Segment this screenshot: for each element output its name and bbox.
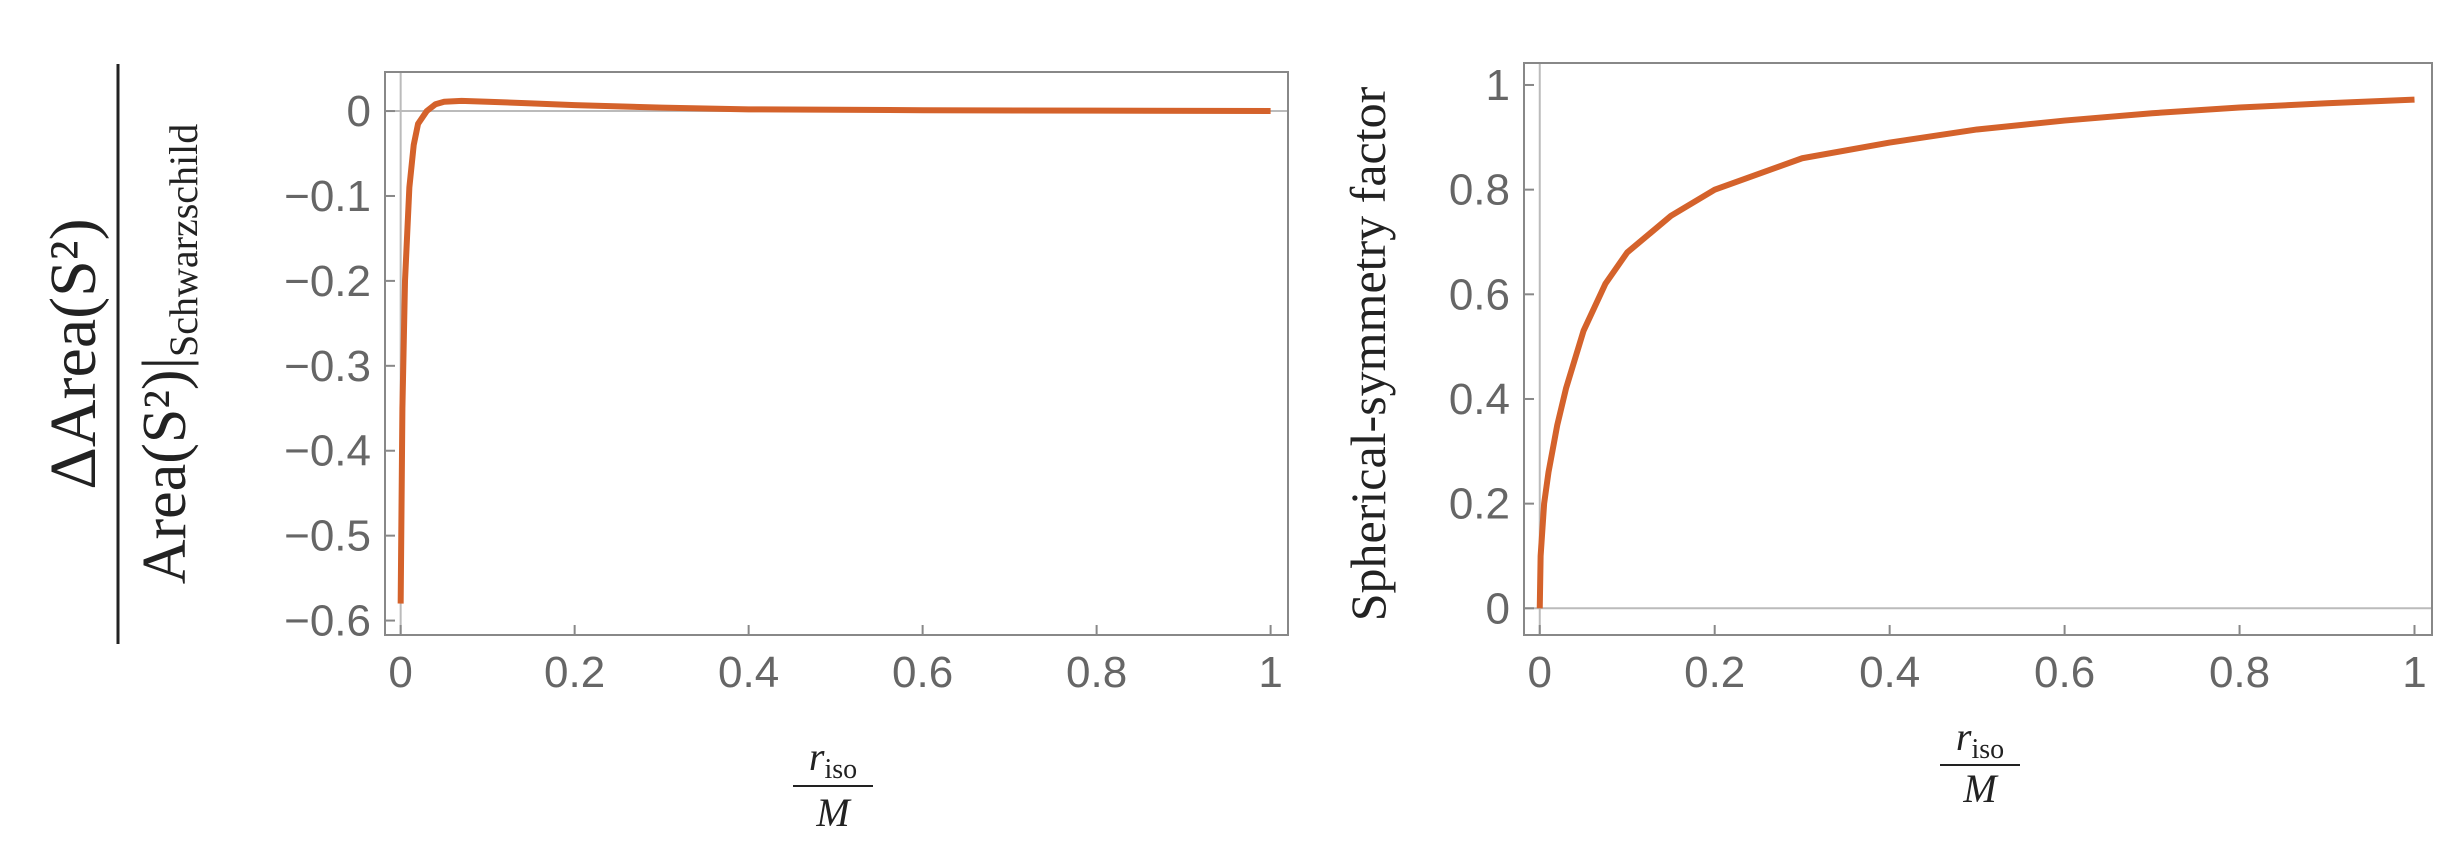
y-tick-label: −0.2 <box>284 257 371 306</box>
x-tick-label: 0.2 <box>1684 648 1745 697</box>
x-label-denominator: M <box>815 790 852 835</box>
x-tick-label: 0.2 <box>544 648 605 697</box>
x-tick-label: 0.8 <box>1066 648 1127 697</box>
x-label-sub: iso <box>1971 734 2004 765</box>
y-label-den-sub: Schwarzschild <box>161 124 206 357</box>
chart: 0 0.2 0.4 0.6 0.8 1 0 −0.1 −0.2 −0.3 −0.4 −0.5 −0.6 r… <box>37 64 1289 835</box>
y-tick-label: −0.5 <box>284 512 371 561</box>
plot-frame <box>1523 62 2433 636</box>
x-label-var: r <box>1956 714 1972 759</box>
line-series <box>1536 96 2415 609</box>
y-label-denominator: Area(S²)|Schwarzschild <box>131 124 206 585</box>
x-tick-label: 0 <box>1528 648 1552 697</box>
x-tick-label: 1 <box>1258 648 1282 697</box>
y-label-den-main: Area(S²)| <box>131 357 199 584</box>
y-tick-label: −0.4 <box>284 427 371 476</box>
y-label: Spherical-symmetry factor <box>1340 86 1396 621</box>
y-tick-label: −0.3 <box>284 342 371 391</box>
x-tick-label: 0.8 <box>2209 648 2270 697</box>
y-tick-label: 1 <box>1486 61 1510 110</box>
x-tick-label: 0.4 <box>1859 648 1920 697</box>
y-tick-label: 0.4 <box>1449 375 1510 424</box>
x-label-numerator: riso <box>809 734 857 785</box>
x-label-denominator: M <box>1962 766 1999 811</box>
y-tick-label: 0.2 <box>1449 480 1510 529</box>
y-tick-label: 0 <box>347 87 371 136</box>
y-tick-label: −0.6 <box>284 597 371 646</box>
y-tick-label: 0 <box>1486 584 1510 633</box>
y-tick-label: 0.8 <box>1449 166 1510 215</box>
y-tick-label: 0.6 <box>1449 270 1510 319</box>
x-tick-label: 0.4 <box>718 648 779 697</box>
x-label-var: r <box>809 734 825 779</box>
x-tick-label: 0 <box>388 648 412 697</box>
y-label: ΔArea(S²) Area(S²)|Schwarzschild <box>37 64 206 644</box>
x-label-sub: iso <box>824 754 857 785</box>
x-label-numerator: riso <box>1956 714 2004 765</box>
x-tick-label: 0.6 <box>892 648 953 697</box>
x-tick-label: 0.6 <box>2034 648 2095 697</box>
x-tick-label: 1 <box>2402 648 2426 697</box>
y-tick-label: −0.1 <box>284 172 371 221</box>
y-label-numerator: ΔArea(S²) <box>37 218 110 489</box>
line-series <box>397 97 1271 604</box>
plot-frame <box>384 71 1289 636</box>
